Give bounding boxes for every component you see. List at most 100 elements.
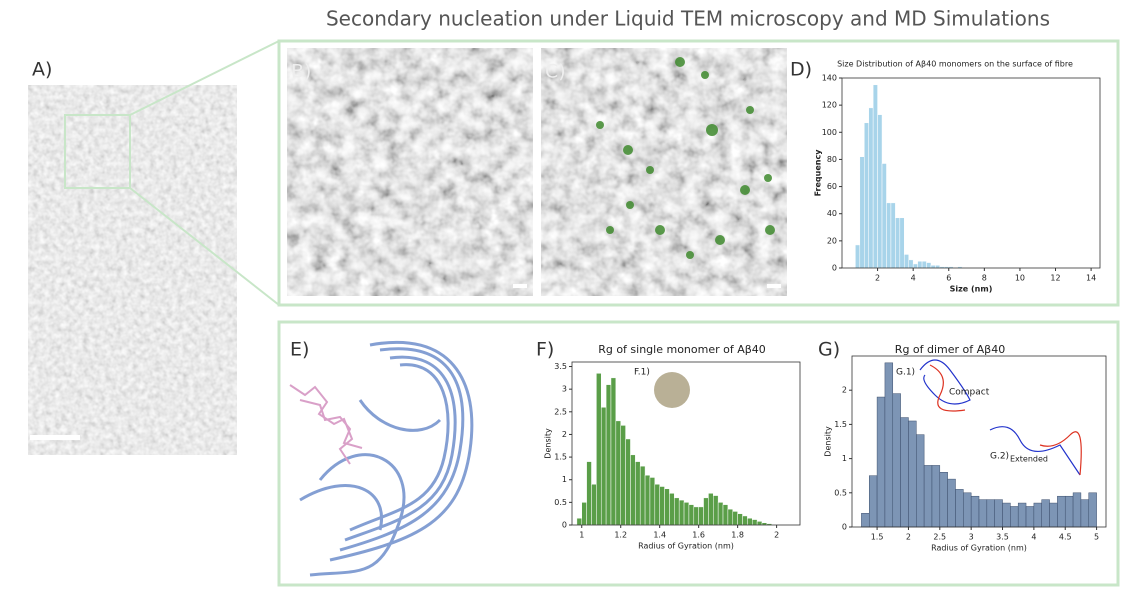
inset-structure <box>919 359 1082 476</box>
bar <box>868 107 874 269</box>
bar <box>669 493 675 526</box>
bar <box>861 513 870 528</box>
annotation: F.1) <box>634 368 650 378</box>
x-tick-label: 14 <box>1086 274 1096 283</box>
bar <box>916 434 925 528</box>
bar <box>586 461 592 526</box>
bar <box>884 362 894 528</box>
y-tick-label: 2.5 <box>554 407 567 416</box>
y-tick-label: 1.5 <box>834 420 847 429</box>
bar <box>923 465 933 528</box>
bar <box>904 254 909 269</box>
x-tick-label: 3 <box>969 533 974 542</box>
y-tick-label: 1 <box>562 475 567 484</box>
bar <box>703 497 709 526</box>
panel-label: A) <box>32 59 52 81</box>
panel-label: C) <box>545 61 566 83</box>
chart-title: Size Distribution of Aβ40 monomers on th… <box>837 60 1073 69</box>
plot-frame <box>571 361 801 526</box>
y-tick-label: 0 <box>832 264 837 273</box>
x-tick-label: 1.6 <box>692 531 705 540</box>
bar <box>926 262 932 269</box>
scale-bar <box>767 284 781 288</box>
protein-structure <box>299 340 474 577</box>
monomer-structure <box>289 384 363 465</box>
zoom-line <box>129 40 280 116</box>
y-tick-label: 0 <box>562 521 567 530</box>
x-tick-label: 4 <box>911 274 916 283</box>
bottom-frame <box>277 320 1120 587</box>
bar <box>756 521 763 526</box>
bar <box>868 475 878 528</box>
annotation: G.2) <box>990 452 1009 462</box>
bar <box>855 244 861 269</box>
detected-monomers <box>596 57 775 259</box>
bar <box>674 497 680 526</box>
x-tick-label: 10 <box>1015 274 1025 283</box>
bar <box>576 517 582 526</box>
bar <box>737 513 743 526</box>
bar <box>649 477 656 526</box>
bar <box>1080 499 1090 528</box>
y-tick-label: 120 <box>822 101 837 110</box>
y-tick-label: 100 <box>822 128 837 137</box>
x-tick-label: 1.4 <box>653 531 666 540</box>
bar <box>596 373 602 526</box>
y-tick-label: 2 <box>562 430 567 439</box>
bar <box>581 502 587 526</box>
x-tick-label: 12 <box>1050 274 1060 283</box>
bar <box>664 488 670 526</box>
plot-frame <box>851 355 1107 528</box>
bar <box>747 517 753 526</box>
bar <box>955 489 964 528</box>
annotation: G.1) <box>896 368 915 378</box>
bar <box>1088 492 1097 528</box>
bar <box>727 508 734 526</box>
panel-label: E) <box>290 339 309 361</box>
y-tick-label: 20 <box>827 236 837 245</box>
x-tick-label: 1.8 <box>731 531 744 540</box>
bar <box>610 377 617 526</box>
bar <box>877 114 883 269</box>
panel-label: F) <box>536 339 554 361</box>
bar <box>931 465 941 528</box>
bar <box>963 492 972 528</box>
bar <box>620 425 626 526</box>
x-tick-label: 1.2 <box>614 531 627 540</box>
bar <box>615 420 621 526</box>
bar <box>635 461 641 526</box>
y-tick-label: 2 <box>842 386 847 395</box>
bar <box>859 156 865 269</box>
bar <box>1017 502 1027 528</box>
bar <box>1049 502 1058 528</box>
bar <box>881 163 887 269</box>
bar <box>899 217 905 269</box>
bar <box>930 265 936 269</box>
bar <box>935 265 941 269</box>
chart-title: Rg of single monomer of Aβ40 <box>598 343 766 356</box>
bar <box>1041 499 1050 528</box>
bar <box>639 465 646 526</box>
y-tick-label: 3 <box>562 385 567 394</box>
x-tick-label: 4.5 <box>1059 533 1072 542</box>
bar <box>683 502 690 526</box>
x-tick-label: 1.5 <box>871 533 884 542</box>
bar <box>654 484 660 526</box>
x-tick-label: 2 <box>875 274 880 283</box>
bar <box>1072 492 1082 528</box>
bar <box>863 122 869 269</box>
bar <box>708 493 714 526</box>
bar <box>752 519 758 526</box>
bar <box>994 499 1003 528</box>
bar <box>886 202 892 269</box>
scale-bar <box>513 284 527 288</box>
bar <box>605 384 612 526</box>
bar <box>908 259 914 269</box>
y-axis-label: Density <box>544 428 553 459</box>
bar <box>698 506 704 526</box>
annotation: Compact <box>949 388 990 398</box>
bar <box>722 504 729 526</box>
x-tick-label: 3.5 <box>996 533 1009 542</box>
y-tick-label: 0 <box>842 523 847 532</box>
